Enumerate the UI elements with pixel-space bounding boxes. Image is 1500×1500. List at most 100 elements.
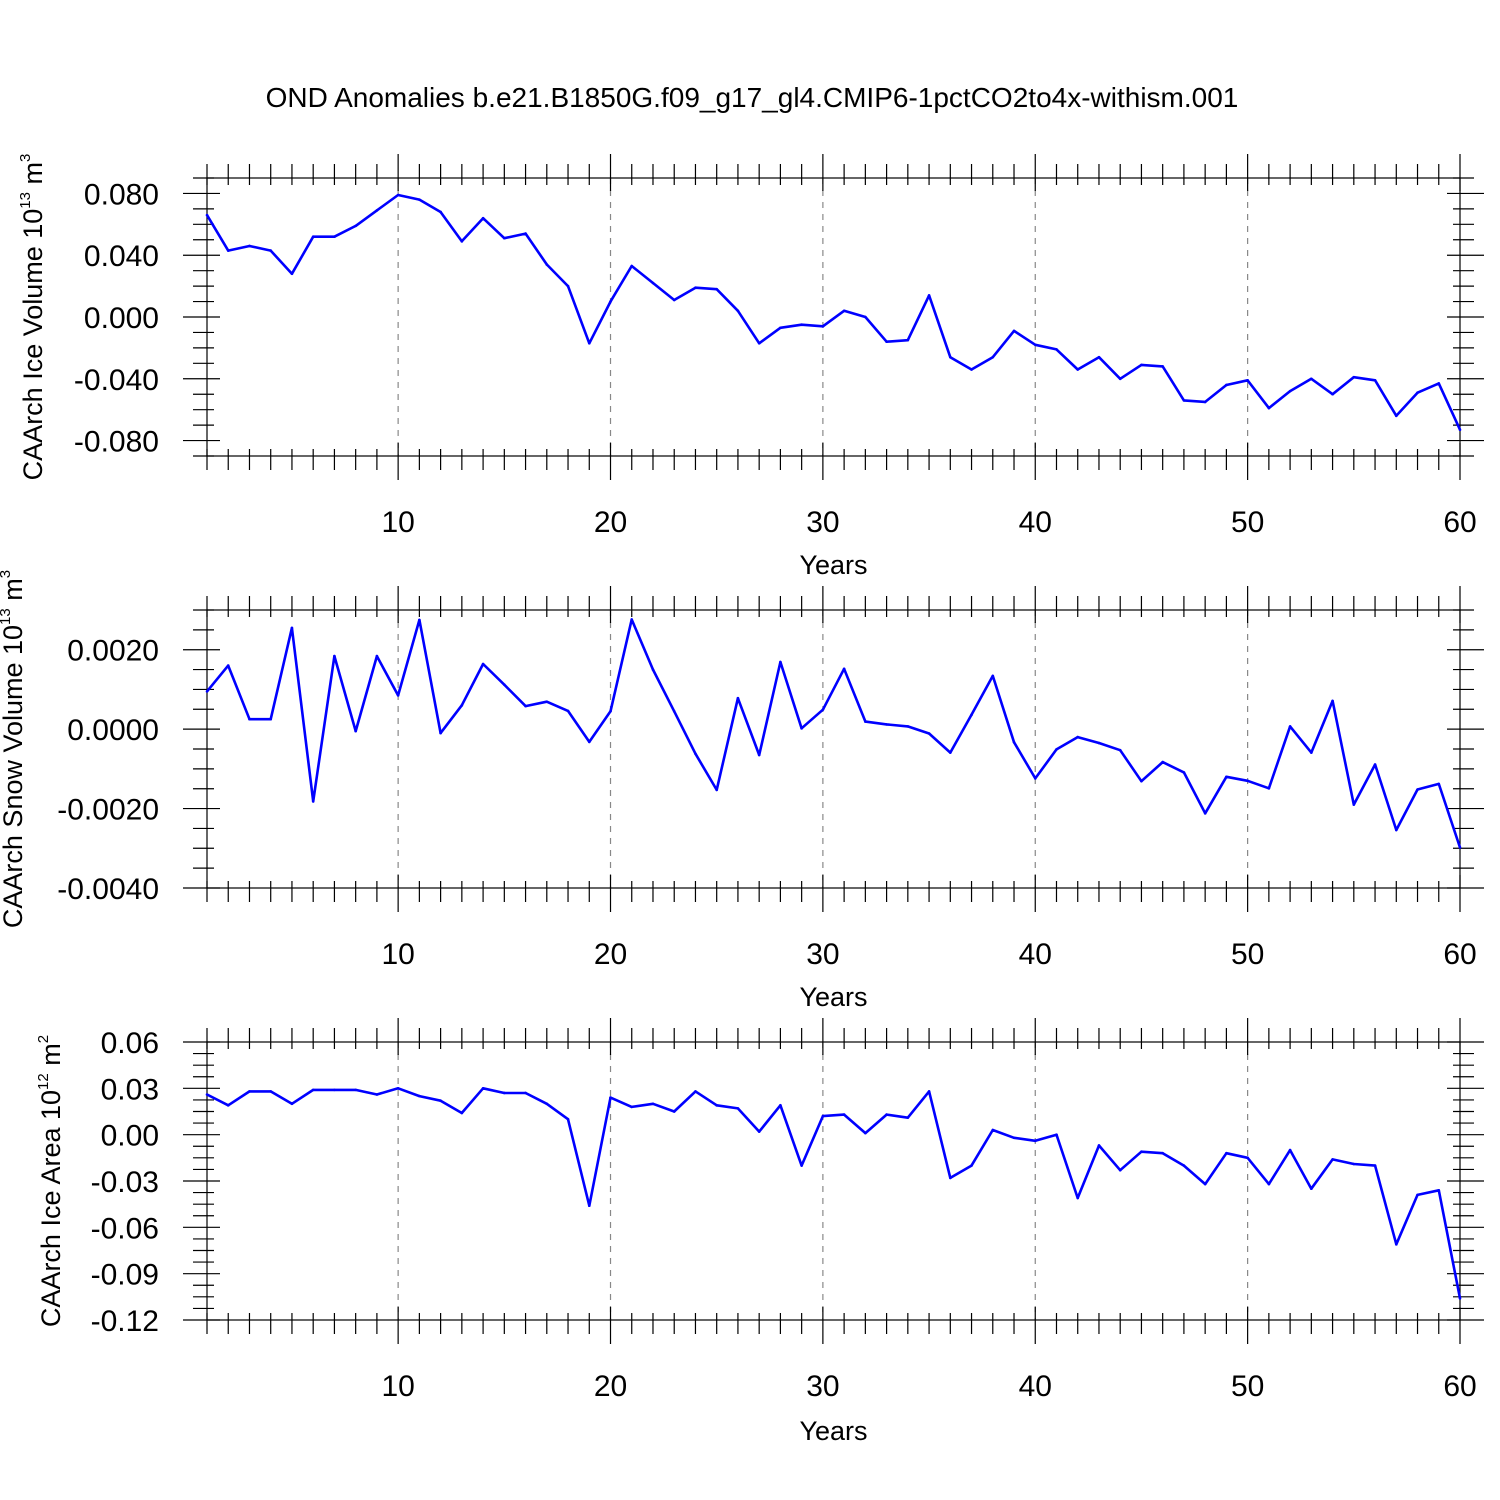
x-tick-label: 30 (806, 938, 839, 971)
y-axis-title: CAArch Ice Volume 1013 m3 (17, 154, 48, 481)
data-point (205, 213, 209, 217)
data-point (1203, 812, 1207, 815)
x-axis-title: Years (799, 1416, 867, 1446)
y-tick-label: 0.03 (101, 1073, 159, 1106)
data-point (949, 355, 952, 359)
data-point (1033, 1139, 1037, 1143)
data-point (1246, 379, 1249, 382)
y-axis-title-exponent: 13 (0, 608, 14, 625)
data-point (439, 210, 442, 214)
data-point (396, 694, 400, 697)
data-point (1352, 1162, 1356, 1166)
y-axis-title: CAArch Snow Volume 1013 m3 (0, 570, 28, 928)
data-point (1458, 428, 1462, 432)
data-point (1097, 1144, 1101, 1147)
data-point (333, 1088, 336, 1092)
data-point (418, 198, 421, 201)
data-point (1033, 343, 1037, 347)
data-point (269, 717, 273, 721)
data-point (1225, 383, 1228, 387)
x-tick-label: 30 (806, 506, 839, 539)
data-point (1267, 406, 1271, 410)
y-tick-label: 0.080 (84, 178, 159, 211)
data-point (1352, 803, 1356, 806)
y-tick-label: -0.0020 (57, 794, 159, 827)
data-point (1182, 771, 1186, 774)
y-tick-label: 0.0020 (67, 635, 159, 668)
data-point (864, 720, 867, 723)
data-point (566, 709, 570, 713)
data-point (1331, 699, 1334, 703)
x-tick-label: 50 (1231, 506, 1264, 539)
series-line (205, 193, 1462, 431)
data-point (672, 709, 676, 713)
y-axis-title-text: CAArch Snow Volume 10 (0, 625, 28, 928)
data-point (503, 236, 506, 240)
data-point (311, 1088, 315, 1092)
data-point (736, 309, 740, 313)
data-point (1203, 1182, 1207, 1186)
data-point (375, 1093, 379, 1096)
data-point (672, 298, 676, 302)
data-point (481, 216, 485, 220)
data-point (1458, 1297, 1462, 1300)
data-point (672, 1110, 676, 1113)
data-point (460, 704, 464, 707)
data-point (864, 315, 867, 319)
data-point (694, 1090, 697, 1093)
data-point (396, 193, 400, 197)
data-point (566, 1117, 570, 1121)
series-line (206, 1087, 1462, 1299)
data-point (609, 709, 612, 713)
data-point (524, 704, 527, 708)
y-tick-label: -0.12 (91, 1305, 159, 1338)
data-point (779, 660, 782, 664)
data-point (1203, 400, 1207, 404)
data-point (333, 235, 336, 238)
y-axis-title-unit: m (0, 578, 28, 608)
data-point (1140, 779, 1143, 783)
series-line (205, 618, 1462, 848)
y-tick-label: -0.080 (74, 426, 159, 459)
data-point (290, 272, 294, 276)
data-point (1288, 725, 1292, 728)
data-point (1097, 741, 1101, 745)
data-point (970, 368, 973, 371)
data-point (651, 668, 655, 671)
data-point (970, 1164, 973, 1167)
data-point (226, 664, 230, 667)
data-point (991, 355, 995, 359)
data-point (375, 654, 379, 658)
data-point (715, 788, 718, 792)
data-point (226, 1104, 230, 1107)
data-point (1416, 1193, 1419, 1197)
data-point (418, 1094, 421, 1098)
data-point (1055, 348, 1058, 351)
y-axis-title-unit: m (36, 1043, 66, 1073)
data-point (269, 1090, 273, 1093)
data-point (439, 731, 442, 735)
data-point (949, 751, 952, 754)
data-point (757, 341, 761, 345)
y-tick-label: 0.0000 (67, 714, 159, 747)
data-point (375, 209, 379, 212)
x-tick-label: 40 (1019, 938, 1052, 971)
data-point (1310, 751, 1313, 754)
y-axis-title-exponent: 12 (35, 1073, 52, 1090)
y-tick-label: 0.06 (101, 1027, 159, 1060)
data-point (609, 300, 612, 303)
data-point (757, 753, 761, 757)
chart-panel-1: 10 20 30 40 50 60 0.080 0.040 0.000 -0.040 -0.080 Y… (17, 154, 1484, 580)
data-point (1310, 1187, 1313, 1191)
data-point (545, 700, 549, 704)
data-point (1373, 763, 1377, 766)
data-point (991, 1128, 995, 1132)
data-point (1182, 1164, 1186, 1167)
y-axis-title-text: CAArch Ice Volume 10 (18, 209, 48, 481)
data-point (1140, 1150, 1143, 1153)
data-point (800, 323, 803, 327)
data-point (1267, 1182, 1271, 1186)
data-point (1076, 1196, 1080, 1200)
data-point (885, 723, 888, 726)
y-tick-label: 0.000 (84, 302, 159, 335)
